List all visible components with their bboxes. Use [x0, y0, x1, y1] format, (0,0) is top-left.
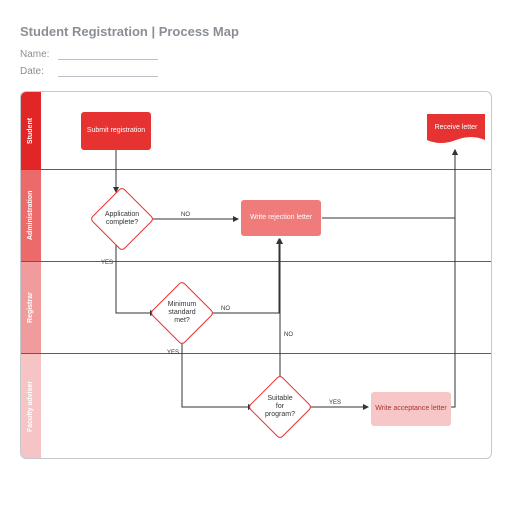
meta-name-line	[58, 50, 158, 60]
lane-header-registrar: Registrar	[21, 262, 41, 353]
edge-label-yes3: YES	[329, 400, 341, 406]
meta-date-label: Date:	[20, 66, 58, 77]
edge-label-yes2: YES	[167, 350, 179, 356]
edge-label-no1: NO	[181, 212, 190, 218]
lane-header-faculty: Faculty adviser	[21, 354, 41, 459]
swimlane-container: StudentAdministrationRegistrarFaculty ad…	[20, 91, 492, 459]
meta-name-row: Name:	[20, 49, 496, 60]
meta-date-line	[58, 67, 158, 77]
edge-label-no3: NO	[284, 332, 293, 338]
meta-name-label: Name:	[20, 49, 58, 60]
page-title: Student Registration | Process Map	[20, 24, 496, 39]
lane-header-student: Student	[21, 92, 41, 169]
edge-label-no2: NO	[221, 306, 230, 312]
edge-label-yes1: YES	[101, 260, 113, 266]
meta-date-row: Date:	[20, 66, 496, 77]
lane-header-admin: Administration	[21, 170, 41, 261]
